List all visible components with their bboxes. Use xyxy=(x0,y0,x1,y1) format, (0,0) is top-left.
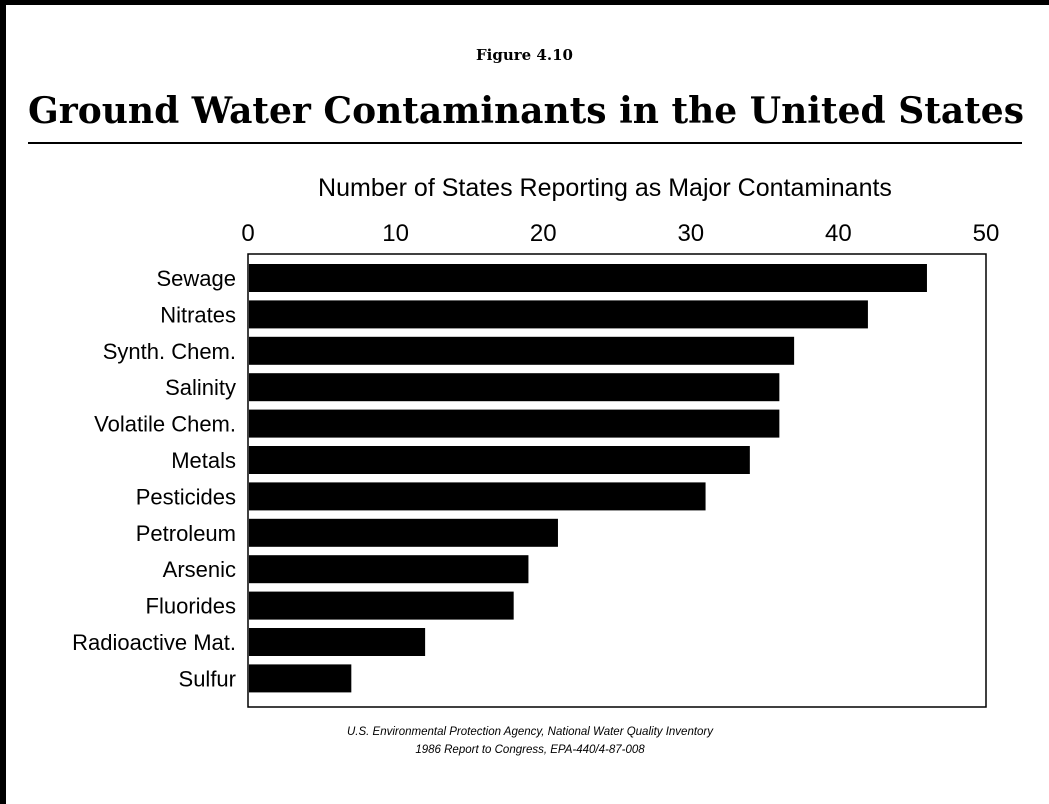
category-labels: Sewage Nitrates Synth. Chem. Salinity Volati… xyxy=(72,266,236,691)
bar xyxy=(249,482,706,511)
bar xyxy=(249,373,780,402)
bar xyxy=(249,628,426,656)
category-label: Metals xyxy=(171,448,236,473)
bar xyxy=(249,591,514,620)
bar xyxy=(249,409,780,438)
category-label: Petroleum xyxy=(136,521,236,546)
category-label: Nitrates xyxy=(160,302,236,327)
page-title: Ground Water Contaminants in the United … xyxy=(28,90,1024,132)
bar xyxy=(249,336,795,365)
bar xyxy=(249,664,352,693)
figure-label: Figure 4.10 xyxy=(476,46,573,64)
category-label: Fluorides xyxy=(146,594,236,619)
category-label: Sulfur xyxy=(179,666,236,691)
category-label: Volatile Chem. xyxy=(94,412,236,437)
x-tick-label: 40 xyxy=(825,220,852,247)
x-tick-label: 20 xyxy=(530,220,557,247)
bar xyxy=(249,264,927,292)
bar xyxy=(249,518,558,547)
title-underline xyxy=(28,142,1022,144)
top-border xyxy=(0,0,1049,5)
category-label: Sewage xyxy=(156,266,236,291)
source-line-1: U.S. Environmental Protection Agency, Na… xyxy=(346,726,714,738)
x-tick-label: 10 xyxy=(382,220,409,247)
category-label: Synth. Chem. xyxy=(103,339,236,364)
x-tick-label: 30 xyxy=(677,220,704,247)
x-tick-label: 0 xyxy=(241,220,254,247)
bar xyxy=(249,300,868,329)
plot-area xyxy=(247,253,987,708)
category-label: Radioactive Mat. xyxy=(72,630,236,655)
bars xyxy=(249,264,927,693)
category-label: Salinity xyxy=(165,375,236,400)
bar xyxy=(249,555,529,584)
category-label: Arsenic xyxy=(163,557,236,582)
chart-title: Number of States Reporting as Major Cont… xyxy=(318,174,892,202)
x-tick-label: 50 xyxy=(973,220,1000,247)
bar xyxy=(249,446,750,474)
category-label: Pesticides xyxy=(136,484,236,509)
x-axis-ticks: 0 10 20 30 40 50 xyxy=(241,220,999,247)
source-line-2: 1986 Report to Congress, EPA-440/4-87-00… xyxy=(415,744,645,756)
left-border xyxy=(0,0,6,804)
